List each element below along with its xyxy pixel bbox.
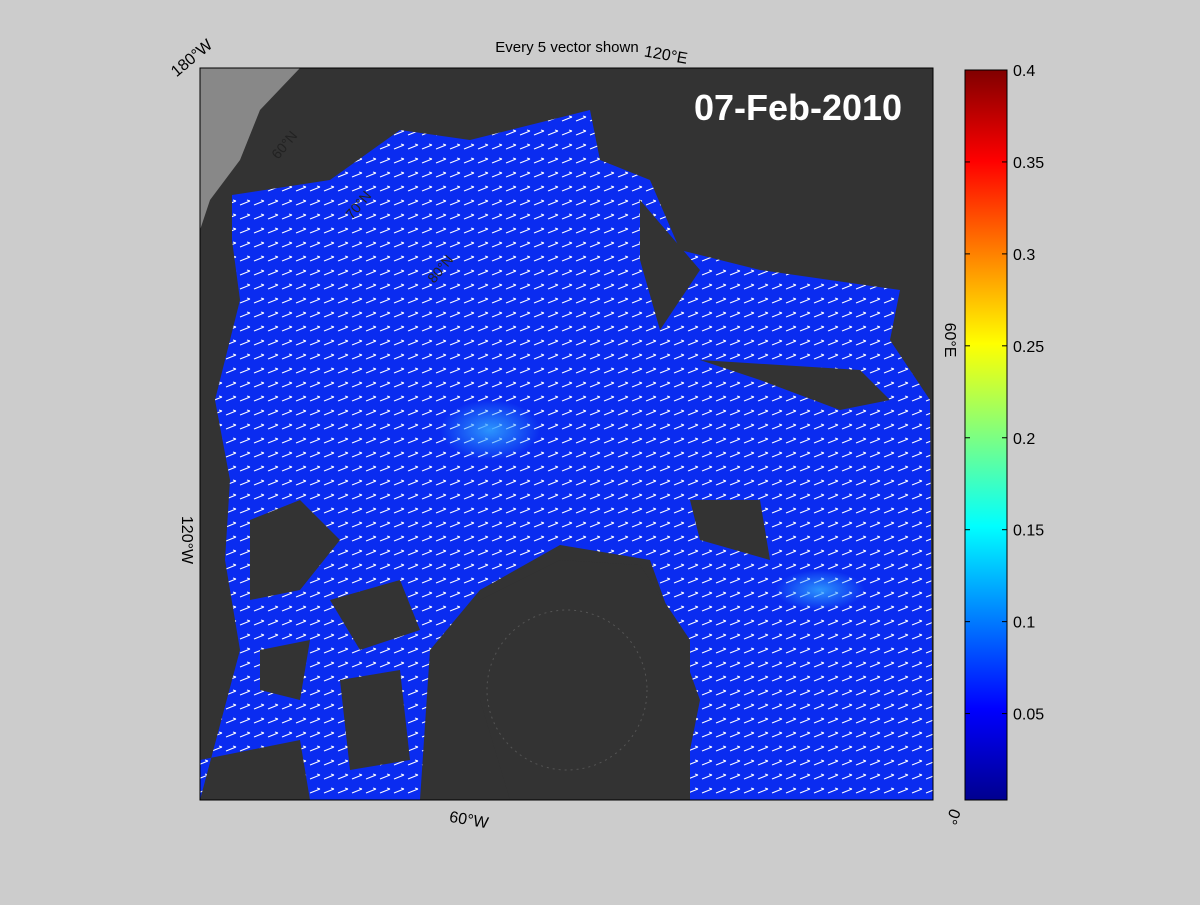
date-label: 07-Feb-2010: [694, 87, 902, 128]
colorbar-tick-label: 0.2: [1013, 431, 1035, 448]
graticule: [486, 609, 648, 771]
colorbar-tick-label: 0.35: [1013, 155, 1044, 172]
islands: [640, 200, 700, 330]
land-grey: [200, 68, 300, 230]
colorbar-tick-label: 0.15: [1013, 523, 1044, 540]
islands: [250, 500, 420, 770]
islands: [690, 360, 890, 560]
colorbar-tick-label: 0.4: [1013, 63, 1035, 80]
map-frame: [199, 67, 934, 801]
greenland: [480, 560, 690, 800]
colorbar-tick-label: 0.25: [1013, 339, 1044, 356]
fast-drift: [775, 570, 865, 610]
longitude-label: 120°W: [178, 516, 195, 565]
colorbar-tick-label: 0.05: [1013, 707, 1044, 724]
longitude-label: 120°E: [643, 43, 689, 67]
map-area: [200, 68, 933, 800]
fast-drift: [440, 400, 540, 460]
longitude-label: 60°E: [941, 323, 958, 358]
colorbar-tick-label: 0.3: [1013, 247, 1035, 264]
longitude-label: 60°W: [448, 809, 491, 833]
longitude-label: 0°: [942, 806, 963, 826]
colorbar: 0.05 0.1 0.15 0.2 0.25 0.3 0.35 0.4: [964, 63, 1044, 801]
map-title: Every 5 vector shown: [495, 39, 638, 56]
colorbar-fill: [964, 69, 1008, 801]
colorbar-tick-label: 0.1: [1013, 615, 1035, 632]
